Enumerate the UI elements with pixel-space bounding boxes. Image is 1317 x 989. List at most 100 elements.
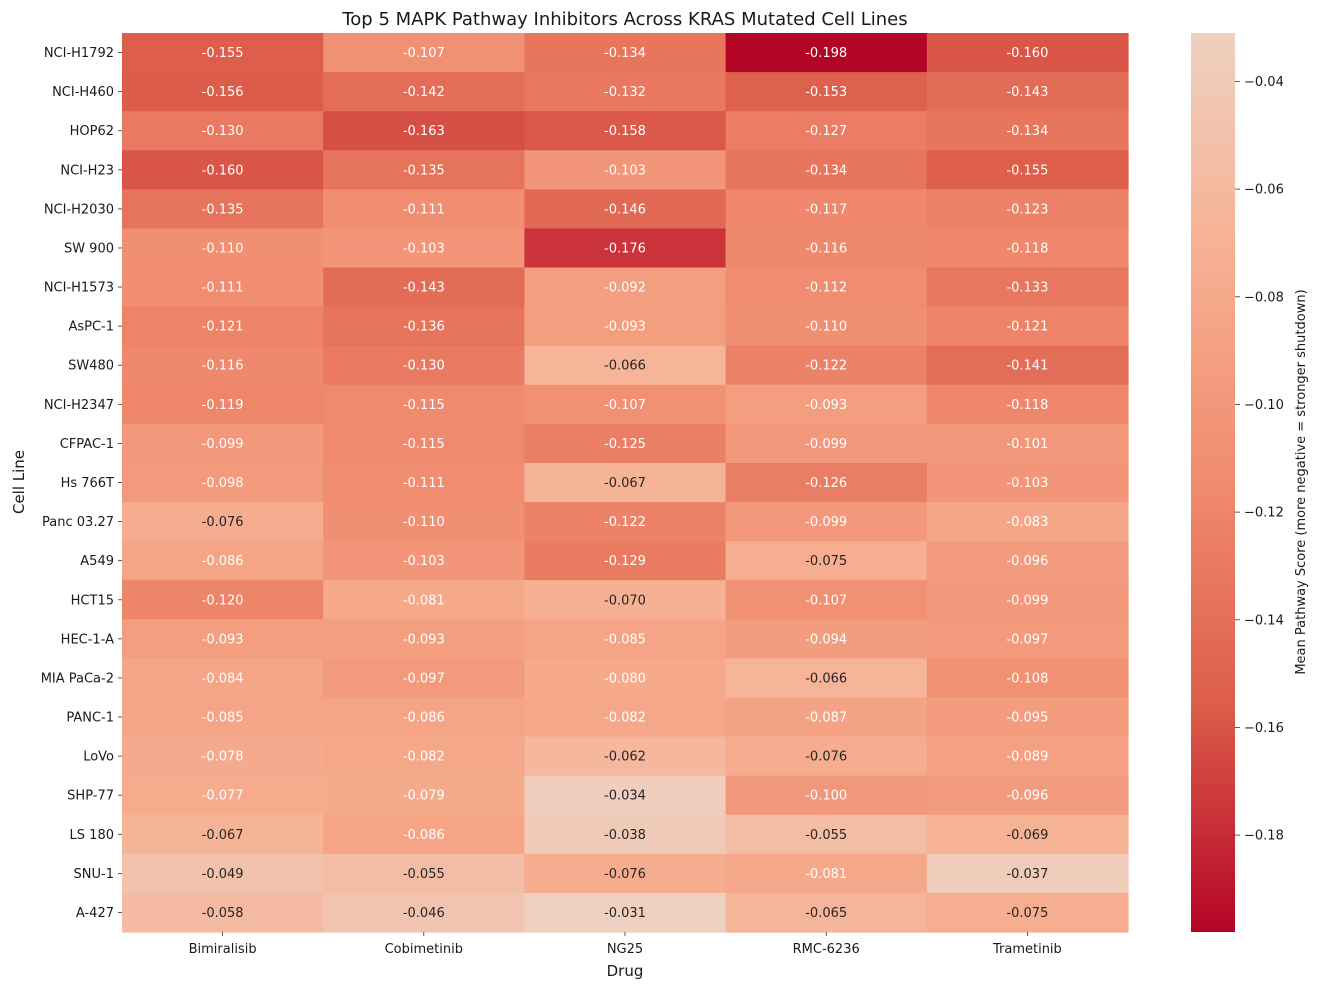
- cell-value-label: -0.130: [403, 359, 445, 374]
- heatmap-cell: [926, 267, 1129, 308]
- cell-value-label: -0.121: [1006, 320, 1048, 335]
- heatmap-cell: [524, 306, 727, 347]
- heatmap-cell: [323, 384, 525, 425]
- heatmap-cell: [323, 775, 525, 816]
- cell-value-label: -0.126: [805, 476, 847, 491]
- heatmap-cell: [122, 462, 324, 503]
- heatmap-cell: [725, 267, 928, 308]
- row-tick-label: PANC-1: [66, 711, 114, 726]
- heatmap-cell: [725, 423, 928, 464]
- cell-value-label: -0.034: [604, 789, 646, 804]
- cell-value-label: -0.176: [604, 241, 646, 256]
- cell-value-label: -0.125: [604, 437, 646, 452]
- cell-value-label: -0.094: [805, 632, 847, 647]
- cell-value-label: -0.122: [604, 515, 646, 530]
- cell-value-label: -0.085: [202, 711, 244, 726]
- cell-value-label: -0.103: [1006, 476, 1048, 491]
- cell-value-label: -0.086: [403, 711, 445, 726]
- cell-value-label: -0.037: [1006, 867, 1048, 882]
- heatmap-cell: [725, 853, 928, 894]
- cell-value-label: -0.143: [403, 281, 445, 296]
- cell-value-label: -0.093: [604, 320, 646, 335]
- heatmap-cell: [122, 150, 324, 190]
- cell-value-label: -0.095: [1006, 711, 1048, 726]
- heatmap-cell: [926, 892, 1129, 933]
- cell-value-label: -0.136: [403, 320, 445, 335]
- heatmap-cell: [122, 853, 324, 894]
- row-tick-label: HEC-1-A: [61, 632, 114, 647]
- cell-value-label: -0.070: [604, 593, 646, 608]
- heatmap-cell: [524, 658, 727, 699]
- row-tick-label: Panc 03.27: [42, 515, 114, 530]
- heatmap-cell: [725, 345, 928, 386]
- heatmap-cell: [323, 111, 525, 151]
- y-axis-label: Cell Line: [10, 450, 28, 514]
- heatmap-cell: [725, 111, 928, 151]
- heatmap-cell: [926, 345, 1129, 386]
- cell-value-label: -0.143: [1006, 85, 1048, 100]
- row-tick-label: LS 180: [70, 828, 114, 843]
- colorbar-tick-label: −0.06: [1244, 183, 1284, 198]
- row-tick-labels: NCI-H1792 NCI-H460 HOP62 NCI-H23 NCI-H2030 SW…: [41, 46, 122, 921]
- heatmap-cell: [725, 892, 928, 933]
- heatmap-cell: [122, 345, 324, 386]
- row-tick-label: SW480: [68, 359, 114, 374]
- colorbar-gradient: [1191, 33, 1235, 932]
- cell-value-label: -0.046: [403, 906, 445, 921]
- heatmap-cell: [524, 150, 727, 190]
- cell-value-label: -0.134: [805, 163, 847, 178]
- cell-value-label: -0.087: [805, 711, 847, 726]
- heatmap-cell: [926, 33, 1129, 73]
- cell-value-label: -0.132: [604, 85, 646, 100]
- heatmap-cell: [524, 775, 727, 816]
- cell-value-label: -0.110: [403, 515, 445, 530]
- heatmap-cell: [323, 541, 525, 581]
- cell-value-label: -0.116: [202, 359, 244, 374]
- heatmap-cell: [926, 658, 1129, 699]
- row-tick-label: NCI-H460: [52, 85, 114, 100]
- heatmap-cell: [524, 72, 727, 112]
- colorbar-tick-label: −0.16: [1244, 721, 1284, 736]
- cell-value-label: -0.086: [403, 828, 445, 843]
- heatmap-cell: [926, 853, 1129, 894]
- cell-value-label: -0.076: [604, 867, 646, 882]
- heatmap-cell: [926, 541, 1129, 581]
- colorbar-tick-label: −0.04: [1244, 75, 1284, 90]
- row-tick-label: CFPAC-1: [60, 437, 114, 452]
- heatmap-cell: [926, 697, 1129, 738]
- row-tick-label: Hs 766T: [61, 476, 114, 491]
- heatmap-cell: [323, 892, 525, 933]
- heatmap-cell: [323, 267, 525, 308]
- heatmap-cell: [122, 228, 324, 269]
- cell-value-label: -0.118: [1006, 398, 1048, 413]
- row-tick-label: A-427: [76, 906, 114, 921]
- cell-value-label: -0.115: [403, 398, 445, 413]
- heatmap-cell: [524, 111, 727, 151]
- row-tick-label: NCI-H2347: [44, 398, 114, 413]
- heatmap-cell: [323, 189, 525, 230]
- heatmap-cell: [122, 502, 324, 542]
- cell-value-label: -0.058: [202, 906, 244, 921]
- cell-value-label: -0.123: [1006, 202, 1048, 217]
- cell-value-label: -0.141: [1006, 359, 1048, 374]
- cell-value-label: -0.129: [604, 554, 646, 569]
- heatmap-cell: [323, 228, 525, 269]
- heatmap-cell: [926, 462, 1129, 503]
- cell-value-label: -0.089: [1006, 750, 1048, 765]
- heatmap-cell: [323, 423, 525, 464]
- cell-value-label: -0.142: [403, 85, 445, 100]
- cell-value-label: -0.103: [604, 163, 646, 178]
- cell-value-label: -0.118: [1006, 241, 1048, 256]
- heatmap-cell: [323, 345, 525, 386]
- heatmap-cell: [122, 736, 324, 777]
- cell-value-label: -0.117: [805, 202, 847, 217]
- row-tick-label: NCI-H1573: [44, 281, 114, 296]
- heatmap-cell: [725, 541, 928, 581]
- heatmap-cell: [725, 658, 928, 699]
- cell-value-label: -0.076: [202, 515, 244, 530]
- heatmap-cell: [926, 72, 1129, 112]
- heatmap-cell: [323, 462, 525, 503]
- cell-value-label: -0.146: [604, 202, 646, 217]
- cell-value-label: -0.097: [1006, 632, 1048, 647]
- cell-value-label: -0.155: [1006, 163, 1048, 178]
